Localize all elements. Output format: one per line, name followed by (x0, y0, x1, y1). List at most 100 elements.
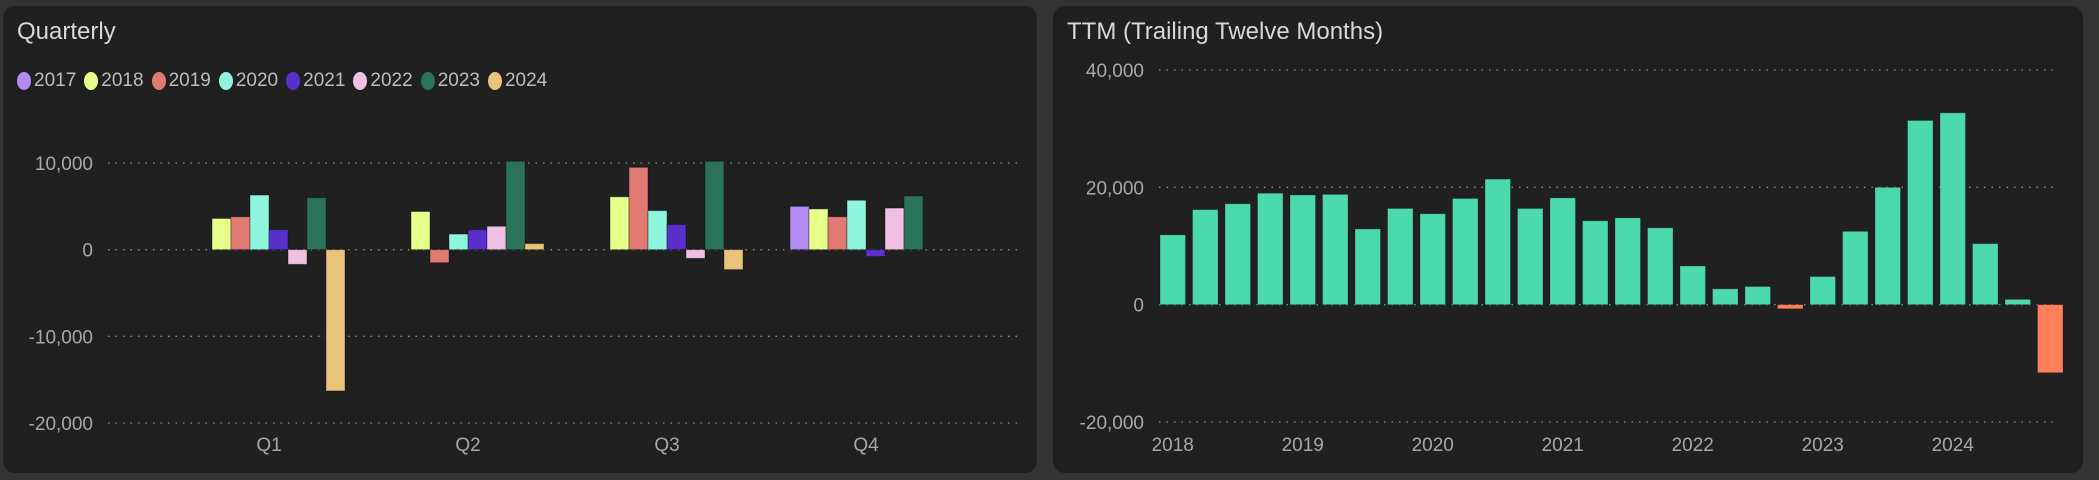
x-tick-label: Q3 (654, 435, 679, 456)
ttm-bar (2004, 298, 2031, 306)
ttm-bar (2037, 304, 2064, 374)
x-tick-label: 2023 (1802, 435, 1844, 456)
ttm-bar (1549, 197, 1576, 306)
ttm-bar (1614, 217, 1641, 306)
ttm-bar (1159, 234, 1186, 306)
legend-marker-icon (286, 72, 301, 90)
bar-Q1-2022 (287, 249, 308, 265)
bar-Q3-2020 (647, 210, 668, 251)
quarterly-title: Quarterly (17, 18, 116, 45)
y-tick-label: 20,000 (1086, 178, 1144, 199)
legend-marker-icon (17, 72, 31, 90)
ttm-bar (1452, 197, 1479, 306)
bar-Q4-2020 (846, 199, 867, 251)
ttm-bar (1679, 265, 1706, 306)
ttm-bar (1842, 230, 1869, 306)
bar-Q3-2019 (628, 166, 649, 251)
ttm-bar (1387, 207, 1414, 306)
legend-marker-icon (487, 72, 502, 90)
x-tick-label: 2024 (1932, 435, 1975, 456)
bar-Q1-2018 (211, 217, 232, 251)
ttm-bar (1907, 119, 1934, 306)
y-tick-label: -10,000 (29, 327, 93, 348)
legend-item[interactable]: 2018 (84, 70, 144, 92)
ttm-bar (1192, 209, 1219, 306)
bar-Q3-2018 (609, 196, 630, 251)
bar-Q1-2024 (325, 249, 346, 392)
legend-label: 2019 (168, 70, 211, 91)
ttm-bar (1744, 285, 1771, 306)
ttm-bar (1582, 220, 1609, 306)
legend-label: 2017 (34, 70, 77, 91)
bar-Q2-2020 (448, 233, 469, 251)
y-tick-label: 10,000 (35, 154, 93, 175)
legend-item[interactable]: 2019 (151, 70, 211, 92)
quarterly-chart: 10,000 0 -10,000 -20,000 Q1 Q2 Q3 Q4 (29, 154, 1021, 456)
legend-marker-icon (151, 72, 166, 90)
legend-item[interactable]: 2021 (286, 70, 345, 92)
ttm-bar (1289, 194, 1316, 306)
legend-item[interactable]: 2024 (487, 70, 548, 92)
legend-label: 2021 (303, 70, 346, 91)
legend-item[interactable]: 2023 (420, 70, 480, 92)
legend-label: 2022 (370, 70, 413, 91)
quarterly-panel: Quarterly 2017 2018 2019 2020 2021 2022 2023 20… (3, 6, 1037, 473)
ttm-bar (1484, 178, 1511, 306)
bar-Q1-2019 (230, 216, 251, 251)
bar-Q2-2018 (410, 211, 431, 251)
x-tick-label: 2021 (1542, 435, 1584, 456)
y-tick-label: 0 (82, 241, 93, 262)
y-tick-label: -20,000 (29, 414, 93, 435)
y-tick-label: 0 (1133, 296, 1144, 317)
ttm-bar (1777, 304, 1804, 310)
bar-Q1-2020 (249, 194, 270, 251)
bar-Q4-2018 (808, 208, 829, 251)
legend-item[interactable]: 2020 (218, 70, 278, 92)
ttm-bar (1322, 193, 1349, 306)
quarterly-legend: 2017 2018 2019 2020 2021 2022 2023 2024 (17, 70, 547, 92)
ttm-bar (1939, 112, 1966, 306)
ttm-bar (1647, 227, 1674, 306)
bar-Q4-2019 (827, 216, 848, 251)
x-tick-label: 2018 (1152, 435, 1194, 456)
legend-label: 2024 (504, 70, 548, 91)
ttm-bar (1517, 207, 1544, 306)
ttm-bar (1809, 276, 1836, 306)
bar-Q2-2022 (486, 225, 507, 251)
y-tick-label: 40,000 (1086, 61, 1144, 82)
legend-marker-icon (353, 72, 368, 90)
y-tick-label: -20,000 (1080, 413, 1144, 434)
bar-Q2-2021 (467, 229, 488, 251)
legend-marker-icon (420, 72, 435, 90)
ttm-bar (1224, 203, 1251, 306)
bar-Q1-2023 (306, 197, 327, 251)
legend-label: 2018 (101, 70, 144, 91)
x-tick-label: Q4 (853, 435, 879, 456)
bar-Q2-2024 (524, 243, 545, 251)
ttm-chart: 40,000 20,000 0 -20,000 2018 2019 2020 2021 2022… (1080, 61, 2064, 456)
bar-Q4-2021 (865, 249, 886, 258)
legend-marker-icon (84, 72, 99, 90)
bar-Q3-2024 (723, 249, 744, 271)
bar-Q2-2023 (505, 160, 526, 251)
ttm-bar (1419, 213, 1446, 306)
legend-item[interactable]: 2017 (17, 70, 76, 92)
legend-label: 2023 (437, 70, 480, 91)
bar-Q4-2022 (884, 207, 905, 251)
x-tick-label: 2020 (1412, 435, 1454, 456)
bar-Q3-2022 (685, 249, 706, 259)
legend-item[interactable]: 2022 (353, 70, 413, 92)
bar-Q3-2021 (666, 224, 687, 251)
bar-Q1-2021 (268, 229, 289, 251)
legend-marker-icon (218, 72, 233, 90)
x-tick-label: 2019 (1282, 435, 1324, 456)
ttm-title: TTM (Trailing Twelve Months) (1067, 18, 1384, 45)
bar-Q3-2023 (704, 160, 725, 251)
x-tick-label: Q2 (455, 435, 480, 456)
bar-Q4-2017 (789, 205, 810, 251)
ttm-panel: TTM (Trailing Twelve Months) 40,000 20,00… (1053, 6, 2083, 473)
ttm-bar (1354, 228, 1381, 306)
ttm-bar (1712, 288, 1739, 306)
x-tick-label: 2022 (1672, 435, 1714, 456)
ttm-bar (1257, 192, 1284, 306)
